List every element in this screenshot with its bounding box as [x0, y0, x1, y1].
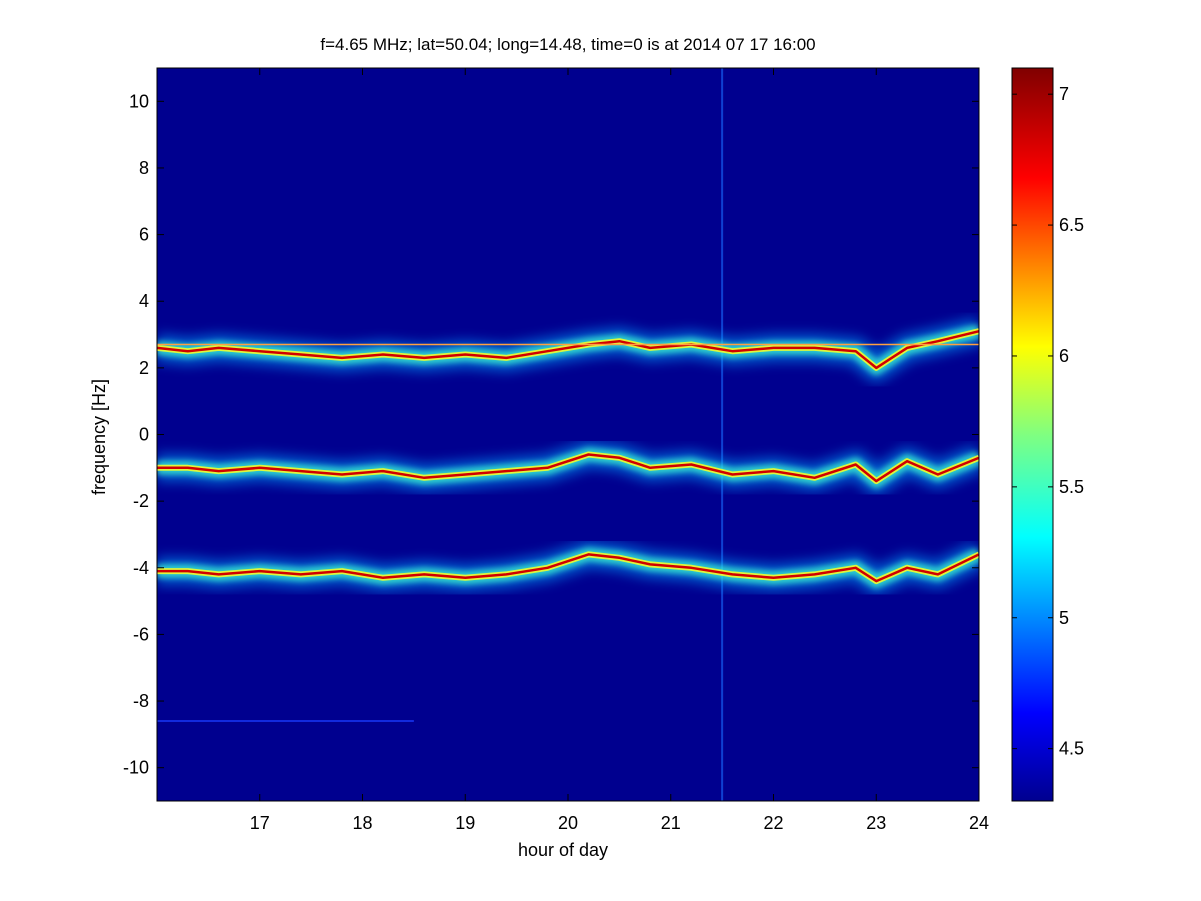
x-tick-label: 22 — [763, 813, 783, 833]
x-tick-label: 21 — [661, 813, 681, 833]
x-tick-label: 24 — [969, 813, 989, 833]
x-tick-label: 20 — [558, 813, 578, 833]
y-tick-label: 10 — [129, 91, 149, 111]
y-tick-label: -2 — [133, 491, 149, 511]
y-tick-label: -4 — [133, 558, 149, 578]
x-axis-label: hour of day — [518, 840, 608, 860]
trace-core — [157, 553, 979, 583]
colorbar-tick-label: 4.5 — [1059, 739, 1084, 759]
y-axis-label: frequency [Hz] — [89, 379, 109, 495]
colorbar-tick-label: 6 — [1059, 346, 1069, 366]
colorbar-tick-label: 6.5 — [1059, 215, 1084, 235]
colorbar-tick-label: 7 — [1059, 84, 1069, 104]
x-axis: 17 18 19 20 21 22 23 24 — [250, 68, 989, 833]
trace-3 — [157, 540, 979, 596]
y-axis: 10 8 6 4 2 0 -2 -4 -6 -8 -10 — [123, 91, 979, 778]
plot-content — [157, 68, 979, 801]
colorbar-axis: 7 6.5 6 5.5 5 4.5 — [1012, 84, 1084, 759]
plot-background — [157, 68, 979, 801]
y-tick-label: -10 — [123, 758, 149, 778]
x-tick-label: 19 — [455, 813, 475, 833]
trace-2 — [157, 440, 979, 496]
y-tick-label: 4 — [139, 291, 149, 311]
y-tick-label: 0 — [139, 425, 149, 445]
y-tick-label: -8 — [133, 691, 149, 711]
trace-core — [157, 453, 979, 483]
colorbar-tick-label: 5 — [1059, 608, 1069, 628]
x-tick-label: 23 — [866, 813, 886, 833]
colorbar-tick-label: 5.5 — [1059, 477, 1084, 497]
x-tick-label: 18 — [352, 813, 372, 833]
y-tick-label: -6 — [133, 624, 149, 644]
y-tick-label: 6 — [139, 225, 149, 245]
x-tick-label: 17 — [250, 813, 270, 833]
chart-title: f=4.65 MHz; lat=50.04; long=14.48, time=… — [320, 35, 815, 54]
colorbar — [1011, 67, 1054, 802]
y-tick-label: 2 — [139, 358, 149, 378]
y-tick-label: 8 — [139, 158, 149, 178]
